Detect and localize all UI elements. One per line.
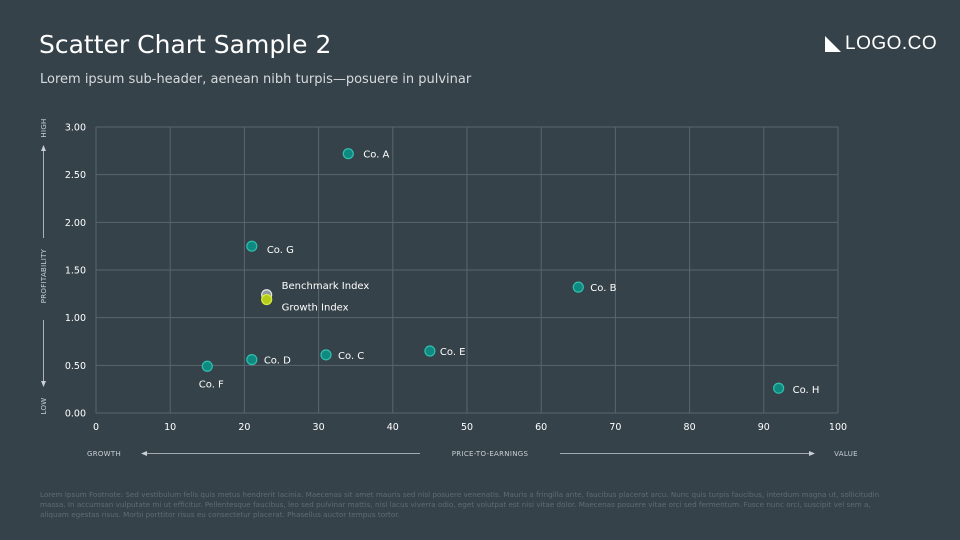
x-arrow-left-icon xyxy=(141,451,147,456)
logo: LOGO.CO xyxy=(824,33,937,55)
point-label-co-d: Co. D xyxy=(264,356,291,367)
y-tick-label: 0.00 xyxy=(65,409,86,420)
x-tick-label: 70 xyxy=(609,422,621,433)
x-tick-label: 0 xyxy=(93,422,99,433)
page-subtitle: Lorem ipsum sub-header, aenean nibh turp… xyxy=(40,72,472,87)
x-axis-high-label: VALUE xyxy=(834,450,858,458)
x-axis-low-label: GROWTH xyxy=(87,450,121,458)
chart-axes: 0 10 20 30 40 50 60 70 80 90 100 0.00 0.50 1.00 1.50 2.… xyxy=(40,118,858,458)
point-co-b xyxy=(572,281,584,293)
x-tick-label: 90 xyxy=(758,422,770,433)
point-label-co-c: Co. C xyxy=(338,351,364,362)
point-co-a xyxy=(342,148,354,160)
point-co-f xyxy=(201,360,213,372)
x-tick-label: 50 xyxy=(461,422,473,433)
x-tick-label: 100 xyxy=(829,422,847,433)
point-co-h xyxy=(773,382,785,394)
point-label-co-f: Co. F xyxy=(199,379,224,390)
y-tick-label: 2.00 xyxy=(65,218,86,229)
point-label-co-b: Co. B xyxy=(590,283,616,294)
x-tick-label: 80 xyxy=(684,422,696,433)
point-label-benchmark-index: Benchmark Index xyxy=(282,281,370,292)
y-tick-label: 2.50 xyxy=(65,170,86,181)
point-co-g xyxy=(246,240,258,252)
y-tick-label: 1.00 xyxy=(65,313,86,324)
chart-points: Co. A Co. B Co. C Co. D Co. E Co. F Co. G Co. H… xyxy=(199,148,820,396)
x-tick-label: 30 xyxy=(313,422,325,433)
point-co-d xyxy=(246,354,258,366)
point-label-co-g: Co. G xyxy=(267,245,294,256)
y-tick-label: 0.50 xyxy=(65,361,86,372)
scatter-chart: 0 10 20 30 40 50 60 70 80 90 100 0.00 0.50 1.00 1.50 2.… xyxy=(40,118,858,458)
chart-grid xyxy=(95,126,839,414)
point-co-c xyxy=(320,349,332,361)
logo-text: LOGO.CO xyxy=(845,33,938,54)
point-label-co-a: Co. A xyxy=(363,150,389,161)
point-co-e xyxy=(424,345,436,357)
page-title: Scatter Chart Sample 2 xyxy=(39,30,332,59)
y-axis-high-label: HIGH xyxy=(40,118,48,137)
point-label-co-h: Co. H xyxy=(793,385,820,396)
y-tick-label: 1.50 xyxy=(65,266,86,277)
y-tick-label: 3.00 xyxy=(65,123,86,134)
y-arrow-down-icon xyxy=(41,381,46,387)
y-axis-low-label: LOW xyxy=(40,398,48,415)
point-label-growth-index: Growth Index xyxy=(282,303,349,314)
point-growth-index xyxy=(261,293,273,306)
y-axis-title: PROFITABILITY xyxy=(40,248,48,303)
footnote: Lorem Ipsum Footnote: Sed vestibulum fel… xyxy=(40,490,880,519)
x-tick-label: 20 xyxy=(238,422,250,433)
x-axis-title: PRICE-TO-EARNINGS xyxy=(452,450,529,458)
x-tick-label: 10 xyxy=(164,422,176,433)
x-tick-label: 40 xyxy=(387,422,399,433)
x-arrow-right-icon xyxy=(809,451,815,456)
y-arrow-up-icon xyxy=(41,145,46,151)
x-tick-label: 60 xyxy=(535,422,547,433)
point-label-co-e: Co. E xyxy=(440,347,466,358)
logo-icon xyxy=(825,36,841,52)
